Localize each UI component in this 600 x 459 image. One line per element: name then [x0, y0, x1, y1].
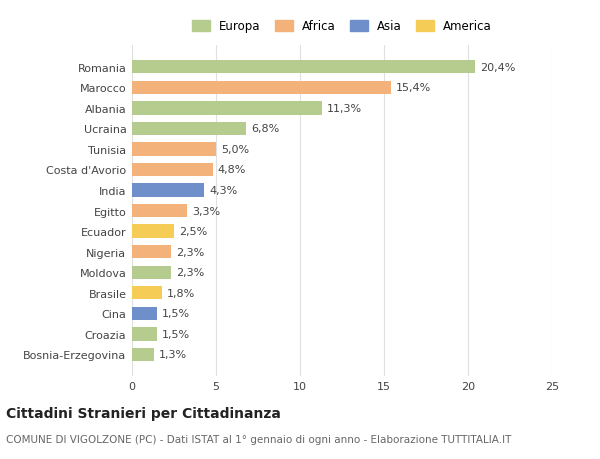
Text: 1,5%: 1,5%: [162, 309, 190, 319]
Bar: [132, 163, 212, 177]
Text: 1,8%: 1,8%: [167, 288, 196, 298]
Bar: [132, 225, 174, 238]
Bar: [132, 123, 246, 136]
Text: COMUNE DI VIGOLZONE (PC) - Dati ISTAT al 1° gennaio di ogni anno - Elaborazione : COMUNE DI VIGOLZONE (PC) - Dati ISTAT al…: [6, 434, 511, 444]
Text: 4,8%: 4,8%: [218, 165, 246, 175]
Text: 6,8%: 6,8%: [251, 124, 280, 134]
Text: 4,3%: 4,3%: [209, 185, 238, 196]
Bar: [132, 266, 170, 280]
Bar: [132, 286, 162, 300]
Bar: [132, 102, 322, 115]
Bar: [132, 204, 187, 218]
Bar: [132, 81, 391, 95]
Text: Cittadini Stranieri per Cittadinanza: Cittadini Stranieri per Cittadinanza: [6, 406, 281, 420]
Text: 1,3%: 1,3%: [159, 350, 187, 360]
Bar: [132, 328, 157, 341]
Text: 5,0%: 5,0%: [221, 145, 249, 155]
Bar: [132, 348, 154, 361]
Bar: [132, 184, 204, 197]
Bar: [132, 307, 157, 320]
Text: 2,5%: 2,5%: [179, 227, 207, 237]
Text: 15,4%: 15,4%: [396, 83, 431, 93]
Bar: [132, 61, 475, 74]
Legend: Europa, Africa, Asia, America: Europa, Africa, Asia, America: [192, 21, 492, 34]
Bar: [132, 143, 216, 156]
Text: 2,3%: 2,3%: [176, 247, 204, 257]
Text: 20,4%: 20,4%: [480, 62, 515, 73]
Bar: [132, 246, 170, 259]
Text: 1,5%: 1,5%: [162, 329, 190, 339]
Text: 3,3%: 3,3%: [193, 206, 221, 216]
Text: 2,3%: 2,3%: [176, 268, 204, 278]
Text: 11,3%: 11,3%: [327, 104, 362, 113]
